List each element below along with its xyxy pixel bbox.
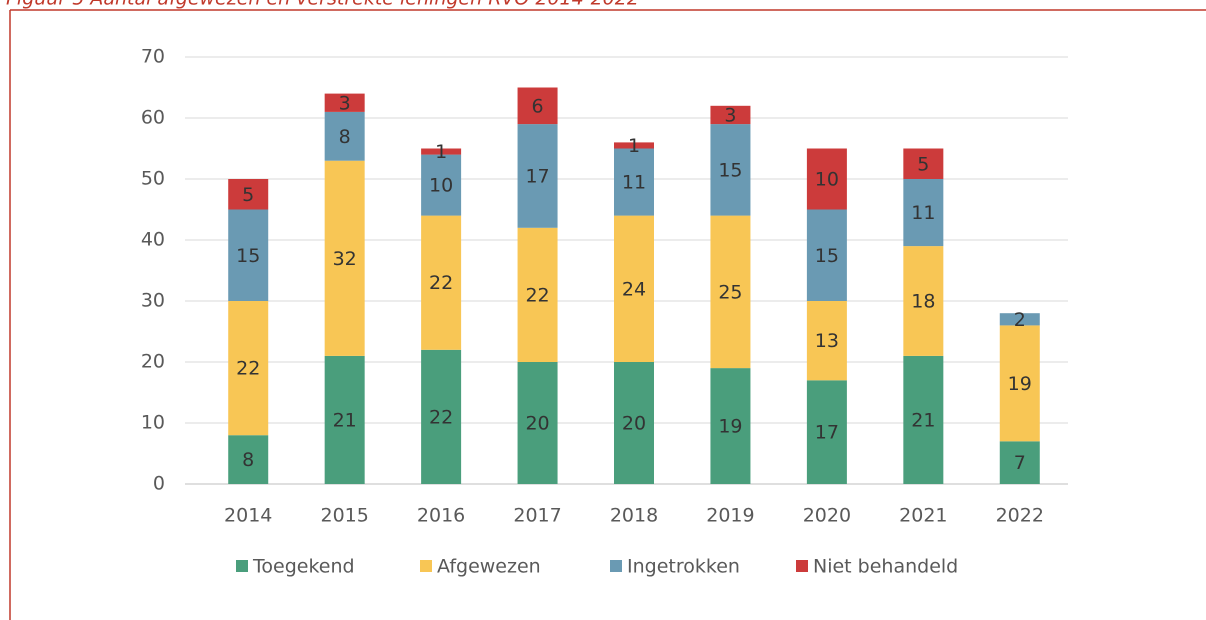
bar-segment <box>903 148 944 179</box>
data-label: 1 <box>435 141 447 163</box>
data-label: 13 <box>815 330 839 352</box>
legend-label: Afgewezen <box>437 556 541 578</box>
data-label: 17 <box>815 422 839 444</box>
data-label: 22 <box>236 358 260 380</box>
x-tick-label: 2017 <box>513 505 561 527</box>
bar-segment <box>806 209 847 301</box>
data-label: 19 <box>1008 373 1032 395</box>
data-label: 10 <box>429 175 453 197</box>
bar-segment <box>710 215 751 369</box>
data-label: 11 <box>911 202 935 224</box>
data-label: 17 <box>525 165 549 187</box>
data-label: 15 <box>815 245 839 267</box>
bar-segment <box>324 355 365 484</box>
bar-segment <box>614 362 654 484</box>
data-label: 5 <box>242 184 254 206</box>
data-label: 3 <box>724 104 736 126</box>
chart-title: Figuur 5 Aantal afgewezen en verstrekte … <box>6 0 639 10</box>
bar-segment <box>614 142 654 149</box>
x-tick-label: 2022 <box>996 505 1044 527</box>
data-label: 8 <box>339 126 351 148</box>
data-label: 7 <box>1014 452 1026 474</box>
legend-label: Niet behandeld <box>813 556 958 578</box>
data-label: 8 <box>242 449 254 471</box>
data-label: 21 <box>911 409 935 431</box>
bar-segment <box>517 124 558 228</box>
x-tick-label: 2018 <box>610 505 658 527</box>
data-label: 1 <box>628 135 640 157</box>
bar-segment <box>614 148 654 216</box>
legend-swatch <box>420 560 432 572</box>
legend-label: Toegekend <box>252 556 355 578</box>
bar-segment <box>903 246 944 356</box>
data-label: 15 <box>718 159 742 181</box>
legend-swatch <box>610 560 622 572</box>
data-label: 18 <box>911 291 935 313</box>
bar-segment <box>806 148 847 210</box>
data-label: 22 <box>525 284 549 306</box>
bar-segment <box>228 209 269 301</box>
bar-segment <box>999 313 1040 326</box>
y-tick-label: 0 <box>153 473 165 495</box>
bar-segment <box>710 105 751 125</box>
data-label: 2 <box>1014 309 1026 331</box>
bar-segment <box>228 435 269 484</box>
data-label: 10 <box>815 169 839 191</box>
bar-segment <box>710 368 751 484</box>
bar-segment <box>999 325 1040 442</box>
bar-segment <box>421 215 462 350</box>
bar-segment <box>710 124 751 216</box>
data-label: 3 <box>339 92 351 114</box>
data-label: 22 <box>429 406 453 428</box>
data-label: 11 <box>622 172 646 194</box>
data-label: 21 <box>333 409 357 431</box>
data-label: 5 <box>917 153 929 175</box>
y-tick-label: 30 <box>141 290 165 312</box>
bar-segment <box>806 301 847 381</box>
data-label: 20 <box>622 413 646 435</box>
legend-label: Ingetrokken <box>627 556 740 578</box>
y-tick-label: 70 <box>141 46 165 68</box>
y-tick-label: 50 <box>141 168 165 190</box>
x-tick-label: 2016 <box>417 505 465 527</box>
bar-segment <box>324 93 365 112</box>
y-tick-label: 60 <box>141 107 165 129</box>
bar-segment <box>421 349 462 484</box>
data-label: 6 <box>532 95 544 117</box>
x-tick-label: 2014 <box>224 505 272 527</box>
data-label: 15 <box>236 245 260 267</box>
bar-segment <box>903 355 944 484</box>
x-tick-label: 2021 <box>899 505 947 527</box>
bar-segment <box>421 154 462 216</box>
bar-segment <box>517 362 558 484</box>
bar-segment <box>324 160 365 356</box>
bar-segment <box>228 301 269 436</box>
data-label: 19 <box>718 416 742 438</box>
bar-segment <box>903 179 944 247</box>
x-tick-label: 2015 <box>320 505 368 527</box>
data-label: 25 <box>718 281 742 303</box>
bar-segment <box>324 111 365 161</box>
y-tick-label: 10 <box>141 412 165 434</box>
data-label: 32 <box>333 248 357 270</box>
bar-segment <box>517 87 558 125</box>
bar-segment <box>228 179 269 210</box>
y-tick-label: 20 <box>141 351 165 373</box>
data-label: 22 <box>429 272 453 294</box>
bar-segment <box>421 148 462 155</box>
x-tick-label: 2019 <box>706 505 754 527</box>
x-tick-label: 2020 <box>803 505 851 527</box>
y-tick-label: 40 <box>141 229 165 251</box>
bar-segment <box>806 380 847 484</box>
bar-segment <box>999 441 1040 484</box>
data-label: 24 <box>622 278 646 300</box>
bar-segment <box>614 215 654 362</box>
legend-swatch <box>236 560 248 572</box>
bar-segment <box>517 227 558 362</box>
legend-swatch <box>796 560 808 572</box>
data-label: 20 <box>525 413 549 435</box>
